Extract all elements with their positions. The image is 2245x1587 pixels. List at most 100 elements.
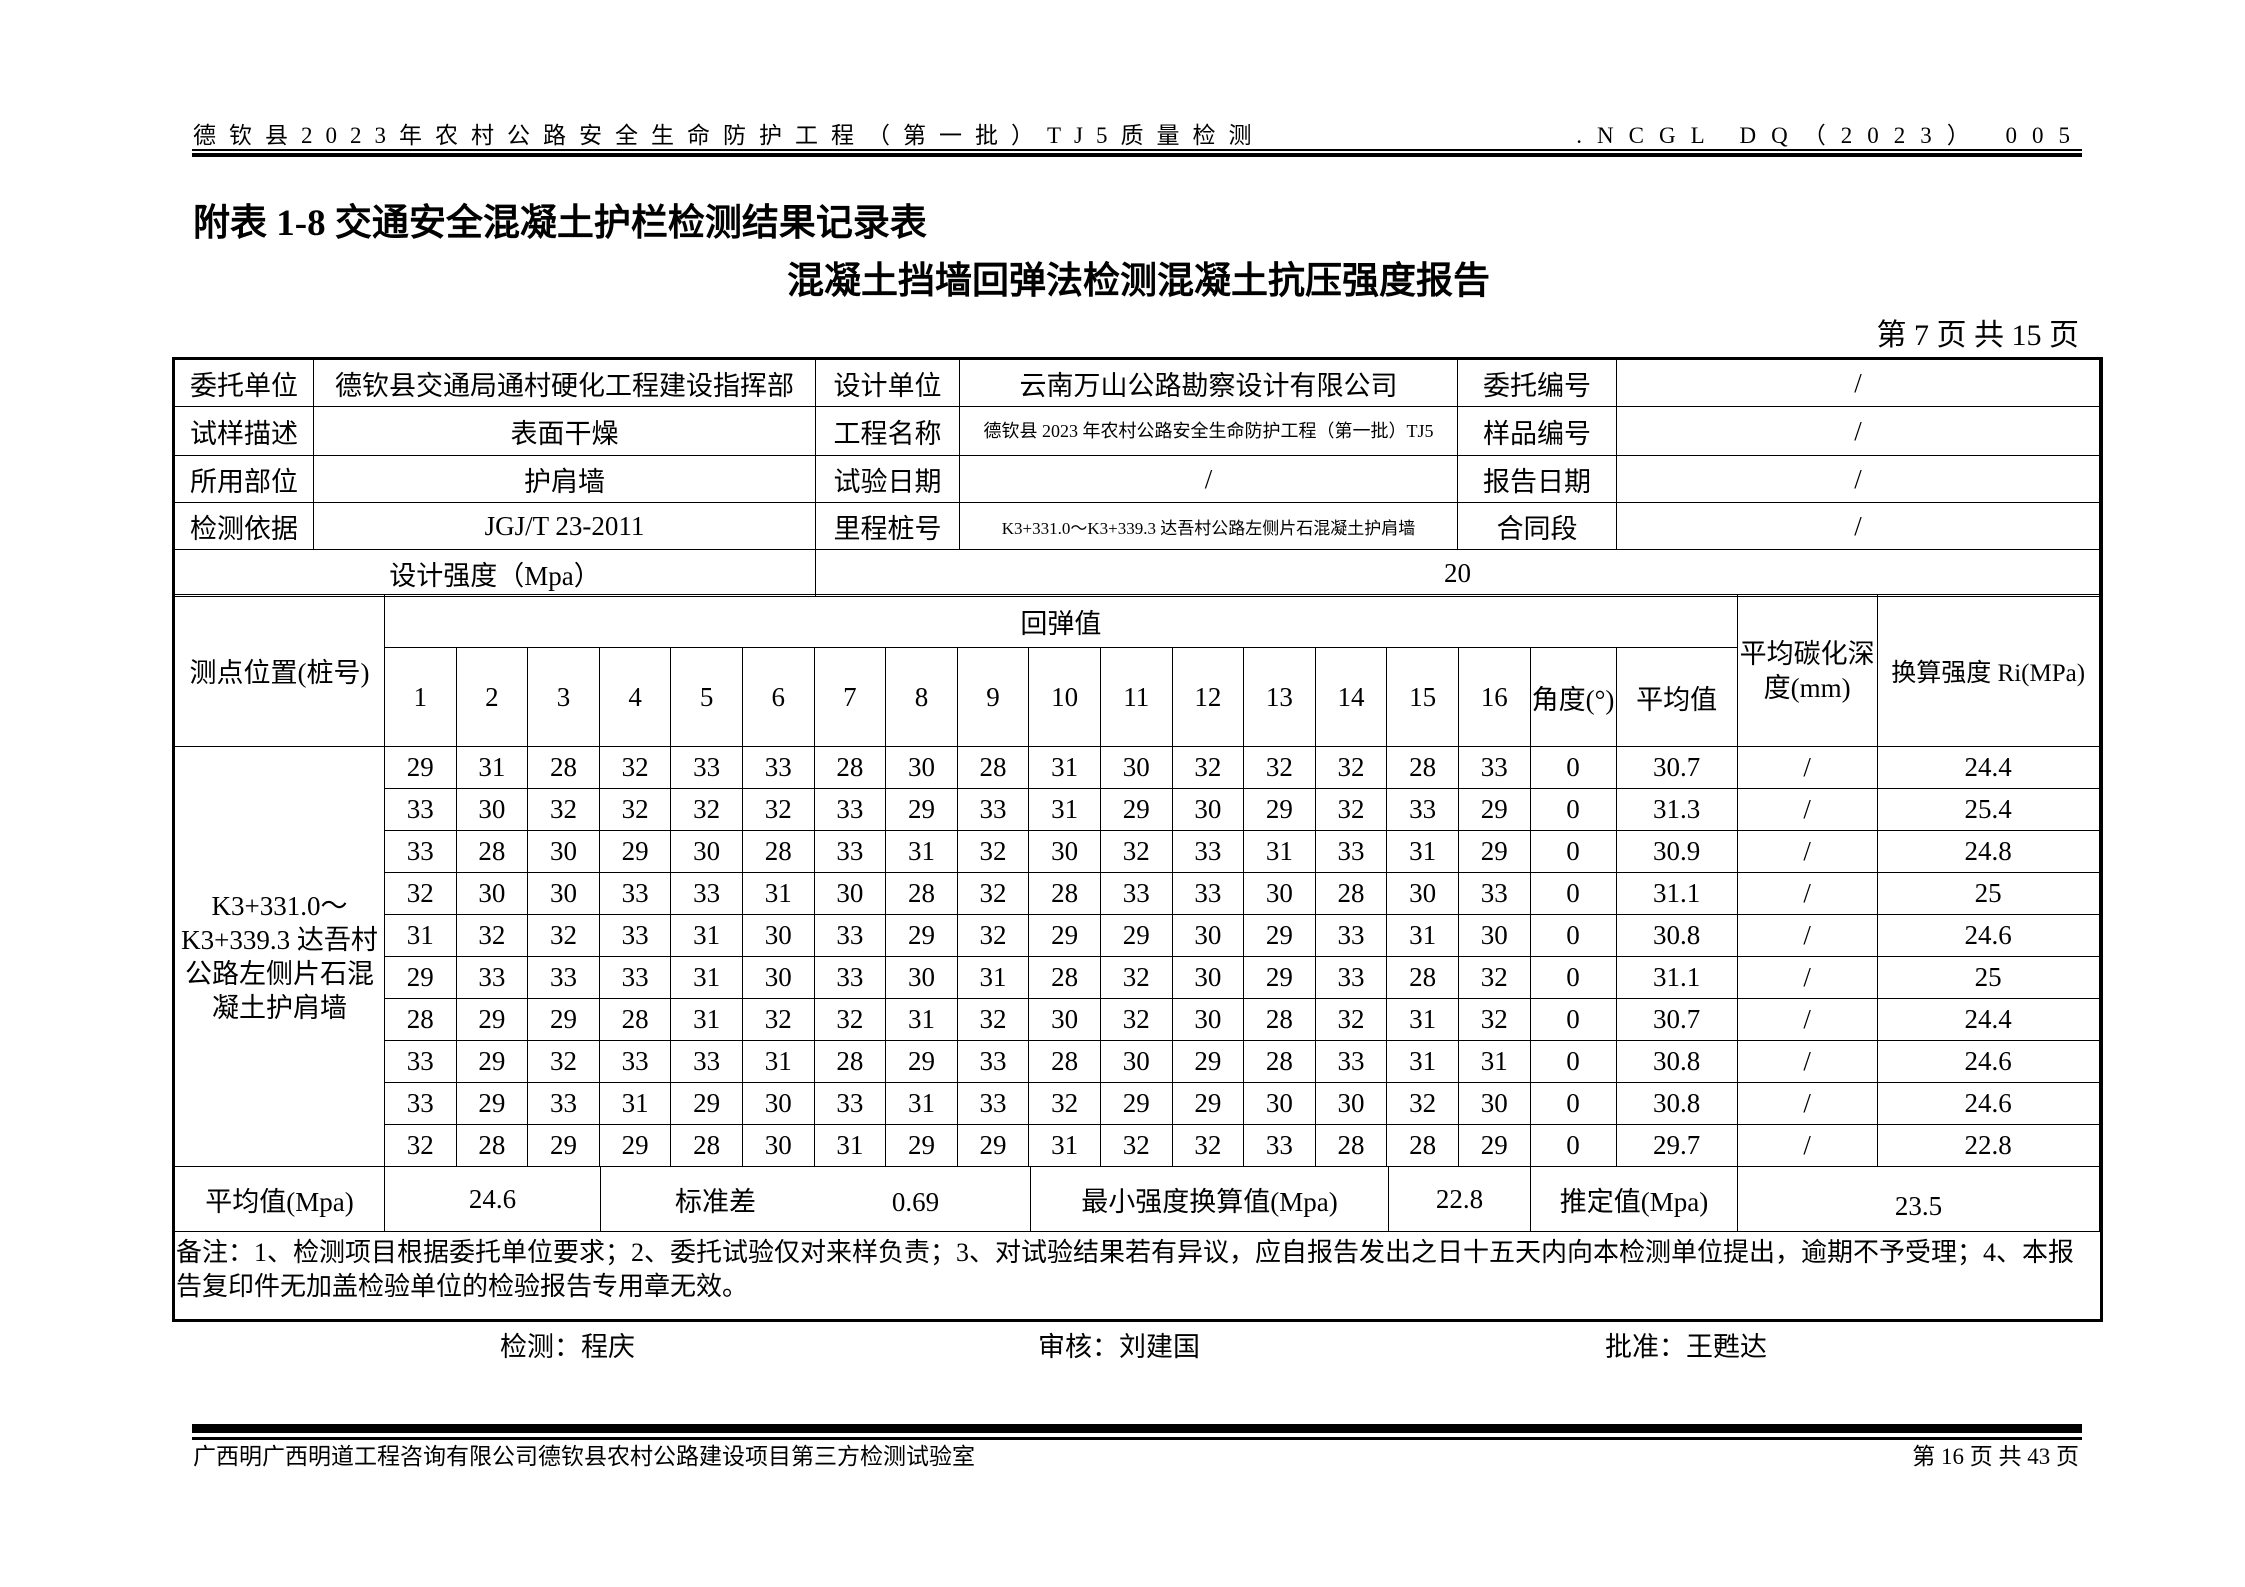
column-header: 9 [956, 647, 1030, 747]
rebound-value: 32 [1099, 956, 1173, 999]
estimate-label: 推定值(Mpa) [1530, 1166, 1738, 1232]
average-value: 29.7 [1615, 1124, 1738, 1167]
rebound-value: 33 [670, 1040, 743, 1083]
rebound-value: 28 [1386, 1124, 1459, 1167]
footer-page-number: 第 16 页 共 43 页 [1912, 1444, 2079, 1469]
rebound-value: 31 [670, 998, 743, 1041]
rebound-value: 32 [527, 1040, 600, 1083]
rebound-value: 28 [1028, 956, 1101, 999]
info-row: 试样描述 表面干燥 工程名称 德钦县 2023 年农村公路安全生命防护工程（第一… [174, 406, 2100, 456]
estimate-value: 23.5 [1737, 1166, 2100, 1232]
rebound-value: 33 [1457, 872, 1531, 915]
rebound-value: 29 [885, 788, 958, 831]
rebound-value: 31 [741, 872, 815, 915]
rebound-value: 33 [670, 872, 743, 915]
column-header: 4 [598, 647, 672, 747]
rebound-value: 28 [1243, 998, 1316, 1041]
basis-label: 检测依据 [174, 502, 314, 550]
rebound-value: 30 [455, 788, 529, 831]
min-value: 22.8 [1388, 1166, 1531, 1232]
rebound-value: 29 [885, 1040, 958, 1083]
design-strength-row: 设计强度（Mpa） 20 [174, 549, 2100, 597]
contract-value: / [1616, 502, 2100, 550]
rebound-value: 29 [1243, 788, 1316, 831]
rebound-value: 29 [527, 1124, 600, 1167]
tester-signature: 检测：程庆 [500, 1332, 635, 1362]
rebound-value: 30 [527, 872, 600, 915]
rebound-value: 32 [527, 788, 600, 831]
mean-label: 平均值(Mpa) [174, 1166, 385, 1232]
rebound-value: 32 [741, 998, 815, 1041]
rebound-value: 31 [1386, 830, 1459, 873]
rebound-value: 32 [670, 788, 743, 831]
carbonation-value: / [1736, 1124, 1878, 1167]
strength-value: 24.8 [1876, 830, 2100, 873]
rebound-value: 28 [1386, 746, 1459, 789]
sample-no-label: 样品编号 [1457, 406, 1617, 456]
client-label: 委托单位 [174, 359, 314, 407]
rebound-value: 29 [1243, 956, 1316, 999]
rebound-value: 31 [1386, 1040, 1459, 1083]
rebound-value: 31 [455, 746, 529, 789]
rebound-header: 回弹值 [384, 594, 1738, 648]
rebound-value: 33 [1171, 830, 1245, 873]
rebound-value: 33 [598, 956, 672, 999]
rebound-value: 28 [1028, 872, 1101, 915]
part-value: 护肩墙 [313, 455, 816, 503]
design-unit-label: 设计单位 [815, 359, 960, 407]
rebound-value: 28 [741, 830, 815, 873]
column-header: 3 [527, 647, 600, 747]
rebound-value: 33 [527, 1082, 600, 1125]
std-label: 标准差 [675, 1186, 756, 1217]
report-date-value: / [1616, 455, 2100, 503]
rebound-value: 30 [813, 872, 887, 915]
contract-label: 合同段 [1457, 502, 1617, 550]
rebound-value: 33 [813, 830, 887, 873]
rebound-value: 33 [1243, 1124, 1316, 1167]
rebound-value: 33 [1314, 830, 1388, 873]
rebound-value: 32 [1099, 998, 1173, 1041]
strength-value: 25 [1876, 872, 2100, 915]
rebound-value: 32 [1243, 746, 1316, 789]
rebound-value: 32 [956, 830, 1030, 873]
rebound-value: 32 [598, 788, 672, 831]
footer-organization: 广西明广西明道工程咨询有限公司德钦县农村公路建设项目第三方检测试验室 [193, 1444, 975, 1469]
column-header: 16 [1457, 647, 1531, 747]
strength-value: 24.4 [1876, 998, 2100, 1041]
table-row: 32 28 29 29 28 30 31 29 29 31 32 32 33 28 28 29 0 29.7/22… [175, 1124, 2100, 1167]
rebound-value: 32 [1386, 1082, 1459, 1125]
basis-value: JGJ/T 23-2011 [313, 502, 816, 550]
rebound-value: 33 [1314, 956, 1388, 999]
column-header: 1 [384, 647, 457, 747]
rebound-value: 30 [1028, 998, 1101, 1041]
rebound-value: 28 [885, 872, 958, 915]
column-header: 15 [1386, 647, 1459, 747]
average-header: 平均值 [1615, 647, 1738, 747]
rebound-value: 32 [455, 914, 529, 957]
carbonation-value: / [1736, 956, 1878, 999]
summary-row: 平均值(Mpa) 24.6 标准差 0.69 最小强度换算值(Mpa) 22.8 … [174, 1166, 2100, 1232]
mileage-value: K3+331.0～K3+339.3 达吾村公路左侧片石混凝土护肩墙 [959, 502, 1458, 550]
info-row: 检测依据 JGJ/T 23-2011 里程桩号 K3+331.0～K3+339.… [174, 502, 2100, 550]
header-rule-thin [192, 149, 2082, 151]
carbonation-value: / [1736, 914, 1878, 957]
rebound-value: 29 [956, 1124, 1030, 1167]
average-value: 31.3 [1615, 788, 1738, 831]
average-value: 31.1 [1615, 872, 1738, 915]
rebound-value: 31 [1243, 830, 1316, 873]
average-value: 30.9 [1615, 830, 1738, 873]
rebound-value: 32 [1099, 830, 1173, 873]
rebound-value: 33 [741, 746, 815, 789]
carbonation-value: / [1736, 872, 1878, 915]
running-header-title: 德钦县2023年农村公路安全生命防护工程（第一批）TJ5质量检测 [193, 123, 1265, 148]
rebound-value: 33 [1314, 914, 1388, 957]
std-value: 0.69 [891, 1186, 940, 1217]
sample-desc-value: 表面干燥 [313, 406, 816, 456]
header-rule-thick [192, 153, 2082, 157]
rebound-value: 31 [598, 1082, 672, 1125]
angle-value: 0 [1529, 956, 1617, 999]
rebound-value: 29 [384, 746, 457, 789]
rebound-value: 33 [384, 830, 457, 873]
rebound-value: 29 [885, 914, 958, 957]
rebound-value: 28 [598, 998, 672, 1041]
